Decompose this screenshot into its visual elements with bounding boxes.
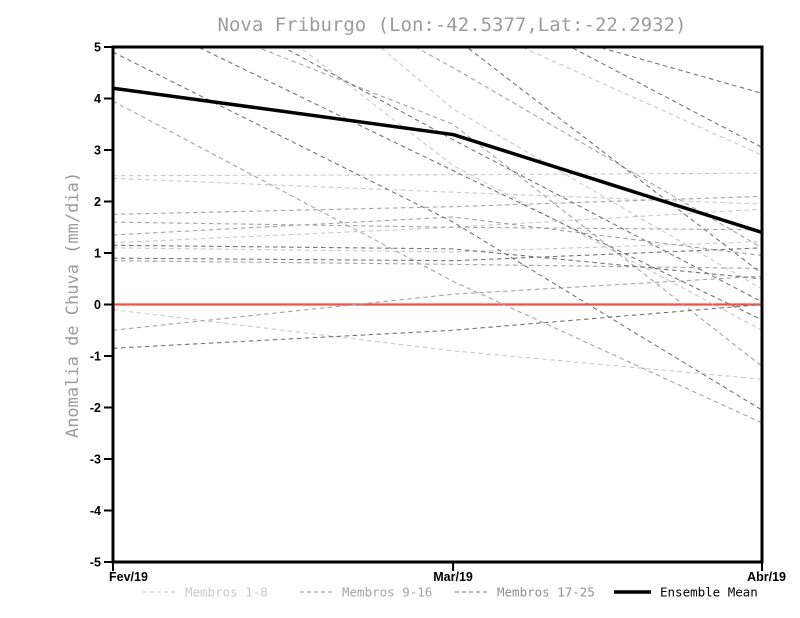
y-tick-label: 4 [94,92,101,106]
series-layer [113,47,762,424]
y-tick-label: 1 [94,247,101,261]
y-tick-label: -3 [90,453,101,467]
legend-label-1: Membros 1-8 [185,585,268,600]
y-tick-label: 2 [94,195,101,209]
axis-layer: 5 4 3 2 1 0 -1 -2 -3 -4 -5 Fev/19 Mar/19 Abr/19 [90,41,786,585]
member-line-group2-2 [113,195,762,215]
member-line-group3-3 [113,244,762,280]
member-line-group3-1 [113,303,762,349]
x-tick-label: Mar/19 [433,570,473,584]
legend: Membros 1-8 Membros 9-16 Membros 17-25 Ense… [143,585,758,600]
y-tick-label: 5 [94,41,101,55]
member-line-group2-4 [113,260,762,269]
y-tick-label: 3 [94,144,101,158]
member-line-group3-5 [569,47,762,148]
member-line-group3-9 [281,47,762,303]
x-tick-label: Fev/19 [109,570,148,584]
member-line-group1-7 [379,47,762,290]
member-line-group2-6 [255,47,762,367]
y-tick-label: -1 [90,350,101,364]
member-line-group2-5 [113,275,762,331]
member-line-group2-3 [113,221,762,231]
member-line-group1-1 [113,172,762,177]
x-tick-label: Abr/19 [747,570,786,584]
member-line-group2-8 [113,216,762,257]
member-line-group3-7 [196,47,762,321]
legend-label-3: Membros 17-25 [497,585,595,600]
member-line-group1-6 [298,47,762,331]
legend-label-2: Membros 9-16 [342,585,432,600]
y-tick-label: 0 [94,298,101,312]
member-line-group3-2 [113,247,762,262]
y-tick-label: -2 [90,401,101,415]
member-line-group1-5 [113,309,762,380]
y-tick-label: -5 [90,556,101,570]
y-tick-label: -4 [90,504,101,518]
member-line-group3-8 [113,51,762,411]
legend-label-4: Ensemble Mean [660,585,758,600]
chart-title: Nova Friburgo (Lon:-42.5377,Lat:-22.2932… [218,14,687,36]
member-line-group2-1 [113,100,762,424]
member-line-group3-4 [596,47,762,94]
ensemble-mean-line [113,86,762,235]
member-line-group2-7 [414,47,762,249]
member-line-group1-4 [113,241,762,253]
y-axis-label: Anomalia de Chuva (mm/dia) [63,172,83,438]
